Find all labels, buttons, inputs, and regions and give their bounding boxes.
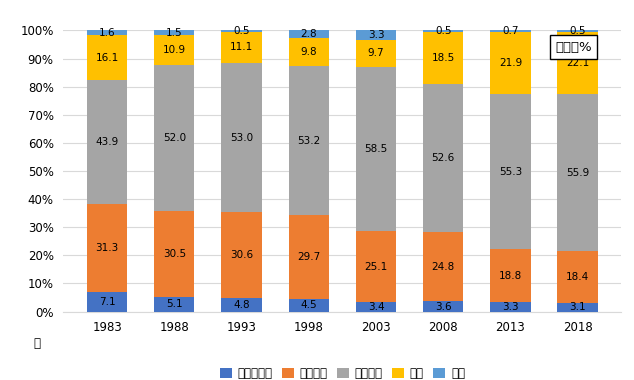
Bar: [87, 30, 127, 35]
Text: 11.1: 11.1: [230, 43, 253, 52]
Text: 年: 年: [33, 337, 40, 350]
Text: 0.5: 0.5: [435, 26, 451, 36]
Text: 31.3: 31.3: [96, 242, 119, 253]
Text: 0.5: 0.5: [569, 26, 586, 36]
Bar: [557, 32, 598, 94]
Bar: [557, 30, 598, 32]
Text: 4.5: 4.5: [301, 300, 317, 310]
Bar: [356, 40, 396, 67]
Text: 21.9: 21.9: [499, 58, 522, 68]
Bar: [423, 32, 463, 84]
Bar: [154, 30, 195, 35]
Bar: [288, 215, 329, 299]
Text: 52.0: 52.0: [163, 133, 186, 143]
Text: 24.8: 24.8: [432, 261, 455, 272]
Text: 53.2: 53.2: [297, 136, 320, 146]
Bar: [356, 30, 396, 40]
Bar: [423, 301, 463, 312]
Bar: [356, 302, 396, 312]
Text: 3.4: 3.4: [368, 302, 384, 312]
Text: 1.6: 1.6: [99, 28, 115, 38]
Bar: [490, 302, 531, 312]
Text: 55.9: 55.9: [566, 168, 589, 177]
Bar: [557, 94, 598, 251]
Text: 7.1: 7.1: [99, 297, 115, 307]
Text: 2.8: 2.8: [301, 29, 317, 40]
Bar: [221, 63, 262, 212]
Bar: [490, 94, 531, 249]
Bar: [288, 299, 329, 312]
Text: 3.3: 3.3: [368, 30, 384, 40]
Bar: [490, 249, 531, 302]
Text: 3.6: 3.6: [435, 302, 451, 312]
Bar: [87, 35, 127, 80]
Text: 18.8: 18.8: [499, 271, 522, 281]
Text: 0.7: 0.7: [502, 26, 519, 36]
Text: 10.9: 10.9: [163, 45, 186, 55]
Bar: [87, 80, 127, 204]
Bar: [154, 35, 195, 65]
Bar: [423, 30, 463, 32]
Bar: [154, 65, 195, 212]
Text: 55.3: 55.3: [499, 167, 522, 177]
Bar: [490, 32, 531, 94]
Text: 9.7: 9.7: [368, 48, 384, 58]
Bar: [221, 32, 262, 63]
Text: 43.9: 43.9: [96, 137, 119, 147]
Bar: [356, 231, 396, 302]
Text: 58.5: 58.5: [365, 144, 387, 154]
Bar: [87, 291, 127, 312]
Bar: [423, 84, 463, 232]
Text: 16.1: 16.1: [96, 52, 119, 63]
Text: 5.1: 5.1: [166, 299, 183, 309]
Bar: [288, 30, 329, 38]
Text: 25.1: 25.1: [365, 262, 387, 272]
Text: 4.8: 4.8: [233, 300, 250, 310]
Text: 1.5: 1.5: [166, 27, 183, 38]
Bar: [288, 66, 329, 215]
Bar: [221, 212, 262, 298]
Bar: [490, 30, 531, 32]
Bar: [87, 204, 127, 291]
Bar: [557, 303, 598, 312]
Legend: 非常に不満, 多少不満, まあ満足, 満足, 不明: 非常に不満, 多少不満, まあ満足, 満足, 不明: [215, 362, 470, 380]
Bar: [423, 232, 463, 301]
Text: 52.6: 52.6: [432, 153, 455, 163]
Bar: [154, 212, 195, 297]
Text: 18.5: 18.5: [432, 53, 455, 63]
Text: 30.6: 30.6: [230, 250, 253, 260]
Bar: [557, 251, 598, 303]
Text: 29.7: 29.7: [297, 252, 320, 262]
Text: 3.3: 3.3: [502, 302, 519, 312]
Bar: [221, 298, 262, 312]
Text: 3.1: 3.1: [569, 302, 586, 312]
Text: 30.5: 30.5: [163, 249, 186, 260]
Bar: [154, 297, 195, 312]
Text: 9.8: 9.8: [301, 47, 317, 57]
Bar: [221, 30, 262, 32]
Bar: [288, 38, 329, 66]
Text: 0.5: 0.5: [233, 26, 250, 36]
Text: 18.4: 18.4: [566, 272, 589, 282]
Text: 22.1: 22.1: [566, 58, 589, 68]
Bar: [356, 67, 396, 231]
Text: 53.0: 53.0: [230, 133, 253, 142]
